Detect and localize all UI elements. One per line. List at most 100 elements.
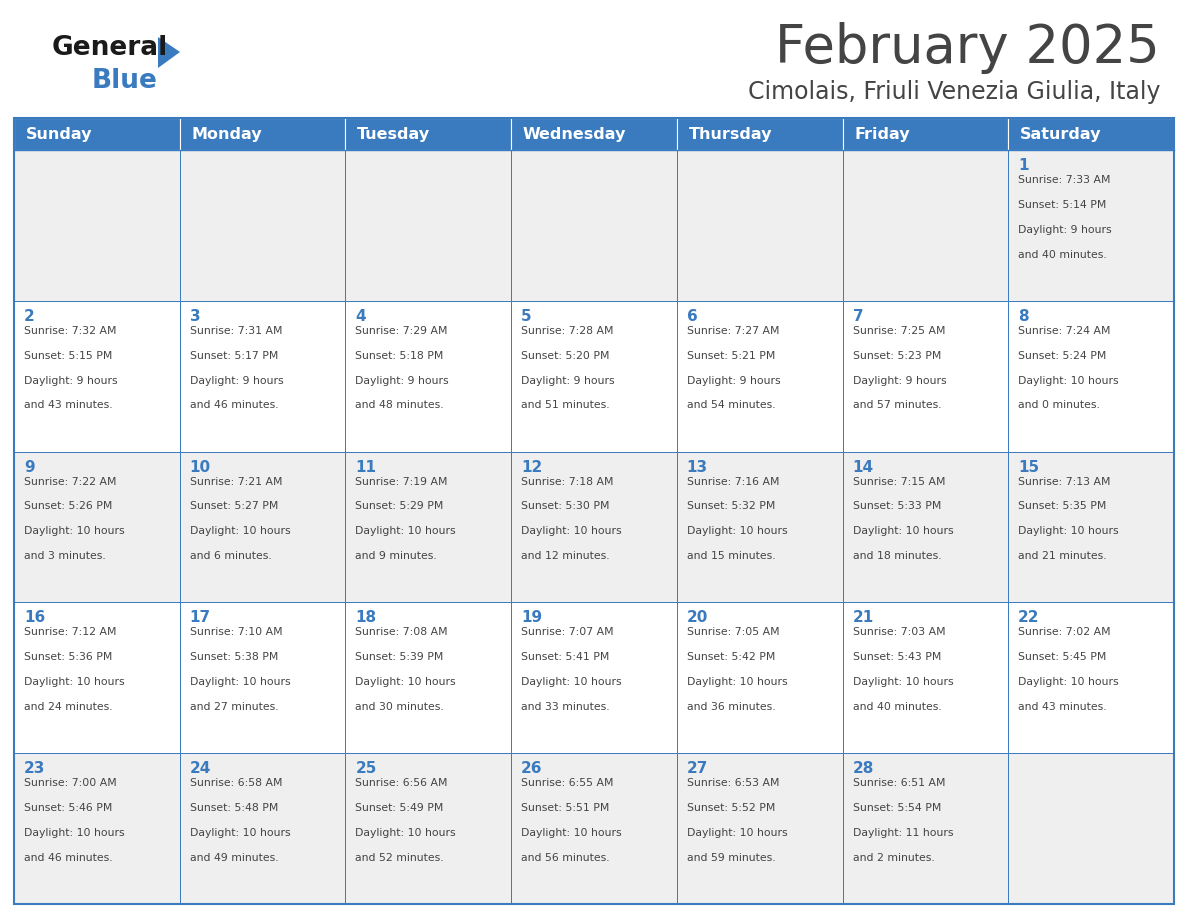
Text: Sunset: 5:29 PM: Sunset: 5:29 PM	[355, 501, 444, 511]
Text: Sunset: 5:18 PM: Sunset: 5:18 PM	[355, 351, 444, 361]
Text: and 43 minutes.: and 43 minutes.	[24, 400, 113, 410]
Text: 3: 3	[190, 308, 201, 324]
Text: Sunset: 5:52 PM: Sunset: 5:52 PM	[687, 803, 776, 813]
Text: and 56 minutes.: and 56 minutes.	[522, 853, 609, 863]
Text: Sunrise: 6:55 AM: Sunrise: 6:55 AM	[522, 778, 613, 789]
Bar	[14, 452, 179, 602]
Bar	[346, 301, 511, 452]
Text: Sunrise: 7:25 AM: Sunrise: 7:25 AM	[853, 326, 944, 336]
Text: and 12 minutes.: and 12 minutes.	[522, 551, 609, 561]
Text: Sunset: 5:38 PM: Sunset: 5:38 PM	[190, 653, 278, 662]
Text: Daylight: 9 hours: Daylight: 9 hours	[687, 375, 781, 386]
Text: and 36 minutes.: and 36 minutes.	[687, 702, 776, 712]
Text: Daylight: 10 hours: Daylight: 10 hours	[853, 526, 953, 536]
Text: 4: 4	[355, 308, 366, 324]
Text: Daylight: 10 hours: Daylight: 10 hours	[522, 828, 621, 838]
Text: Wednesday: Wednesday	[523, 127, 626, 141]
Text: and 51 minutes.: and 51 minutes.	[522, 400, 609, 410]
Bar	[842, 118, 1009, 150]
Text: 16: 16	[24, 610, 45, 625]
Bar	[14, 602, 179, 753]
Text: Sunset: 5:32 PM: Sunset: 5:32 PM	[687, 501, 776, 511]
Bar	[511, 602, 677, 753]
Text: Sunset: 5:27 PM: Sunset: 5:27 PM	[190, 501, 278, 511]
Text: 2: 2	[24, 308, 34, 324]
Text: 22: 22	[1018, 610, 1040, 625]
Text: Cimolais, Friuli Venezia Giulia, Italy: Cimolais, Friuli Venezia Giulia, Italy	[747, 80, 1159, 104]
Text: Sunset: 5:33 PM: Sunset: 5:33 PM	[853, 501, 941, 511]
Bar	[179, 301, 346, 452]
Text: Daylight: 10 hours: Daylight: 10 hours	[355, 828, 456, 838]
Text: Daylight: 11 hours: Daylight: 11 hours	[853, 828, 953, 838]
Text: and 24 minutes.: and 24 minutes.	[24, 702, 113, 712]
Text: Thursday: Thursday	[689, 127, 772, 141]
Text: Daylight: 10 hours: Daylight: 10 hours	[687, 526, 788, 536]
Text: and 21 minutes.: and 21 minutes.	[1018, 551, 1107, 561]
Bar	[842, 602, 1009, 753]
Text: 26: 26	[522, 761, 543, 777]
Bar	[842, 150, 1009, 301]
Text: Sunrise: 7:02 AM: Sunrise: 7:02 AM	[1018, 627, 1111, 637]
Text: Daylight: 10 hours: Daylight: 10 hours	[1018, 677, 1119, 688]
Bar	[1009, 452, 1174, 602]
Bar	[677, 150, 842, 301]
Text: Daylight: 9 hours: Daylight: 9 hours	[190, 375, 283, 386]
Bar	[511, 301, 677, 452]
Text: Daylight: 9 hours: Daylight: 9 hours	[355, 375, 449, 386]
Text: 5: 5	[522, 308, 532, 324]
Text: Daylight: 9 hours: Daylight: 9 hours	[522, 375, 614, 386]
Text: 18: 18	[355, 610, 377, 625]
Text: Sunset: 5:48 PM: Sunset: 5:48 PM	[190, 803, 278, 813]
Bar	[14, 118, 1174, 904]
Text: Sunrise: 6:56 AM: Sunrise: 6:56 AM	[355, 778, 448, 789]
Bar	[179, 150, 346, 301]
Text: and 30 minutes.: and 30 minutes.	[355, 702, 444, 712]
Bar	[346, 602, 511, 753]
Bar	[1009, 118, 1174, 150]
Text: and 2 minutes.: and 2 minutes.	[853, 853, 934, 863]
Bar	[1009, 301, 1174, 452]
Bar	[346, 150, 511, 301]
Text: Sunset: 5:30 PM: Sunset: 5:30 PM	[522, 501, 609, 511]
Text: Sunset: 5:42 PM: Sunset: 5:42 PM	[687, 653, 776, 662]
Text: and 48 minutes.: and 48 minutes.	[355, 400, 444, 410]
Text: 13: 13	[687, 460, 708, 475]
Text: Sunrise: 7:28 AM: Sunrise: 7:28 AM	[522, 326, 613, 336]
Bar	[511, 753, 677, 904]
Text: and 49 minutes.: and 49 minutes.	[190, 853, 278, 863]
Text: Sunday: Sunday	[26, 127, 93, 141]
Text: and 59 minutes.: and 59 minutes.	[687, 853, 776, 863]
Bar	[677, 753, 842, 904]
Bar	[677, 118, 842, 150]
Text: 24: 24	[190, 761, 211, 777]
Text: Sunrise: 7:18 AM: Sunrise: 7:18 AM	[522, 476, 613, 487]
Text: Sunrise: 7:10 AM: Sunrise: 7:10 AM	[190, 627, 283, 637]
Text: and 43 minutes.: and 43 minutes.	[1018, 702, 1107, 712]
Text: and 40 minutes.: and 40 minutes.	[1018, 250, 1107, 260]
Bar	[511, 452, 677, 602]
Text: 21: 21	[853, 610, 873, 625]
Text: Sunset: 5:43 PM: Sunset: 5:43 PM	[853, 653, 941, 662]
Text: Sunrise: 7:08 AM: Sunrise: 7:08 AM	[355, 627, 448, 637]
Bar	[179, 602, 346, 753]
Bar	[179, 452, 346, 602]
Text: 23: 23	[24, 761, 45, 777]
Text: Daylight: 9 hours: Daylight: 9 hours	[24, 375, 118, 386]
Text: and 9 minutes.: and 9 minutes.	[355, 551, 437, 561]
Text: Sunrise: 6:53 AM: Sunrise: 6:53 AM	[687, 778, 779, 789]
Bar	[842, 452, 1009, 602]
Text: 9: 9	[24, 460, 34, 475]
Text: 11: 11	[355, 460, 377, 475]
Text: Sunset: 5:20 PM: Sunset: 5:20 PM	[522, 351, 609, 361]
Text: Daylight: 10 hours: Daylight: 10 hours	[190, 526, 290, 536]
Text: Daylight: 10 hours: Daylight: 10 hours	[355, 526, 456, 536]
Text: and 54 minutes.: and 54 minutes.	[687, 400, 776, 410]
Text: Daylight: 10 hours: Daylight: 10 hours	[1018, 526, 1119, 536]
Text: 7: 7	[853, 308, 864, 324]
Text: Sunset: 5:39 PM: Sunset: 5:39 PM	[355, 653, 444, 662]
Text: Daylight: 10 hours: Daylight: 10 hours	[24, 677, 125, 688]
Text: Daylight: 9 hours: Daylight: 9 hours	[1018, 225, 1112, 235]
Text: Saturday: Saturday	[1019, 127, 1101, 141]
Text: 19: 19	[522, 610, 542, 625]
Text: 6: 6	[687, 308, 697, 324]
